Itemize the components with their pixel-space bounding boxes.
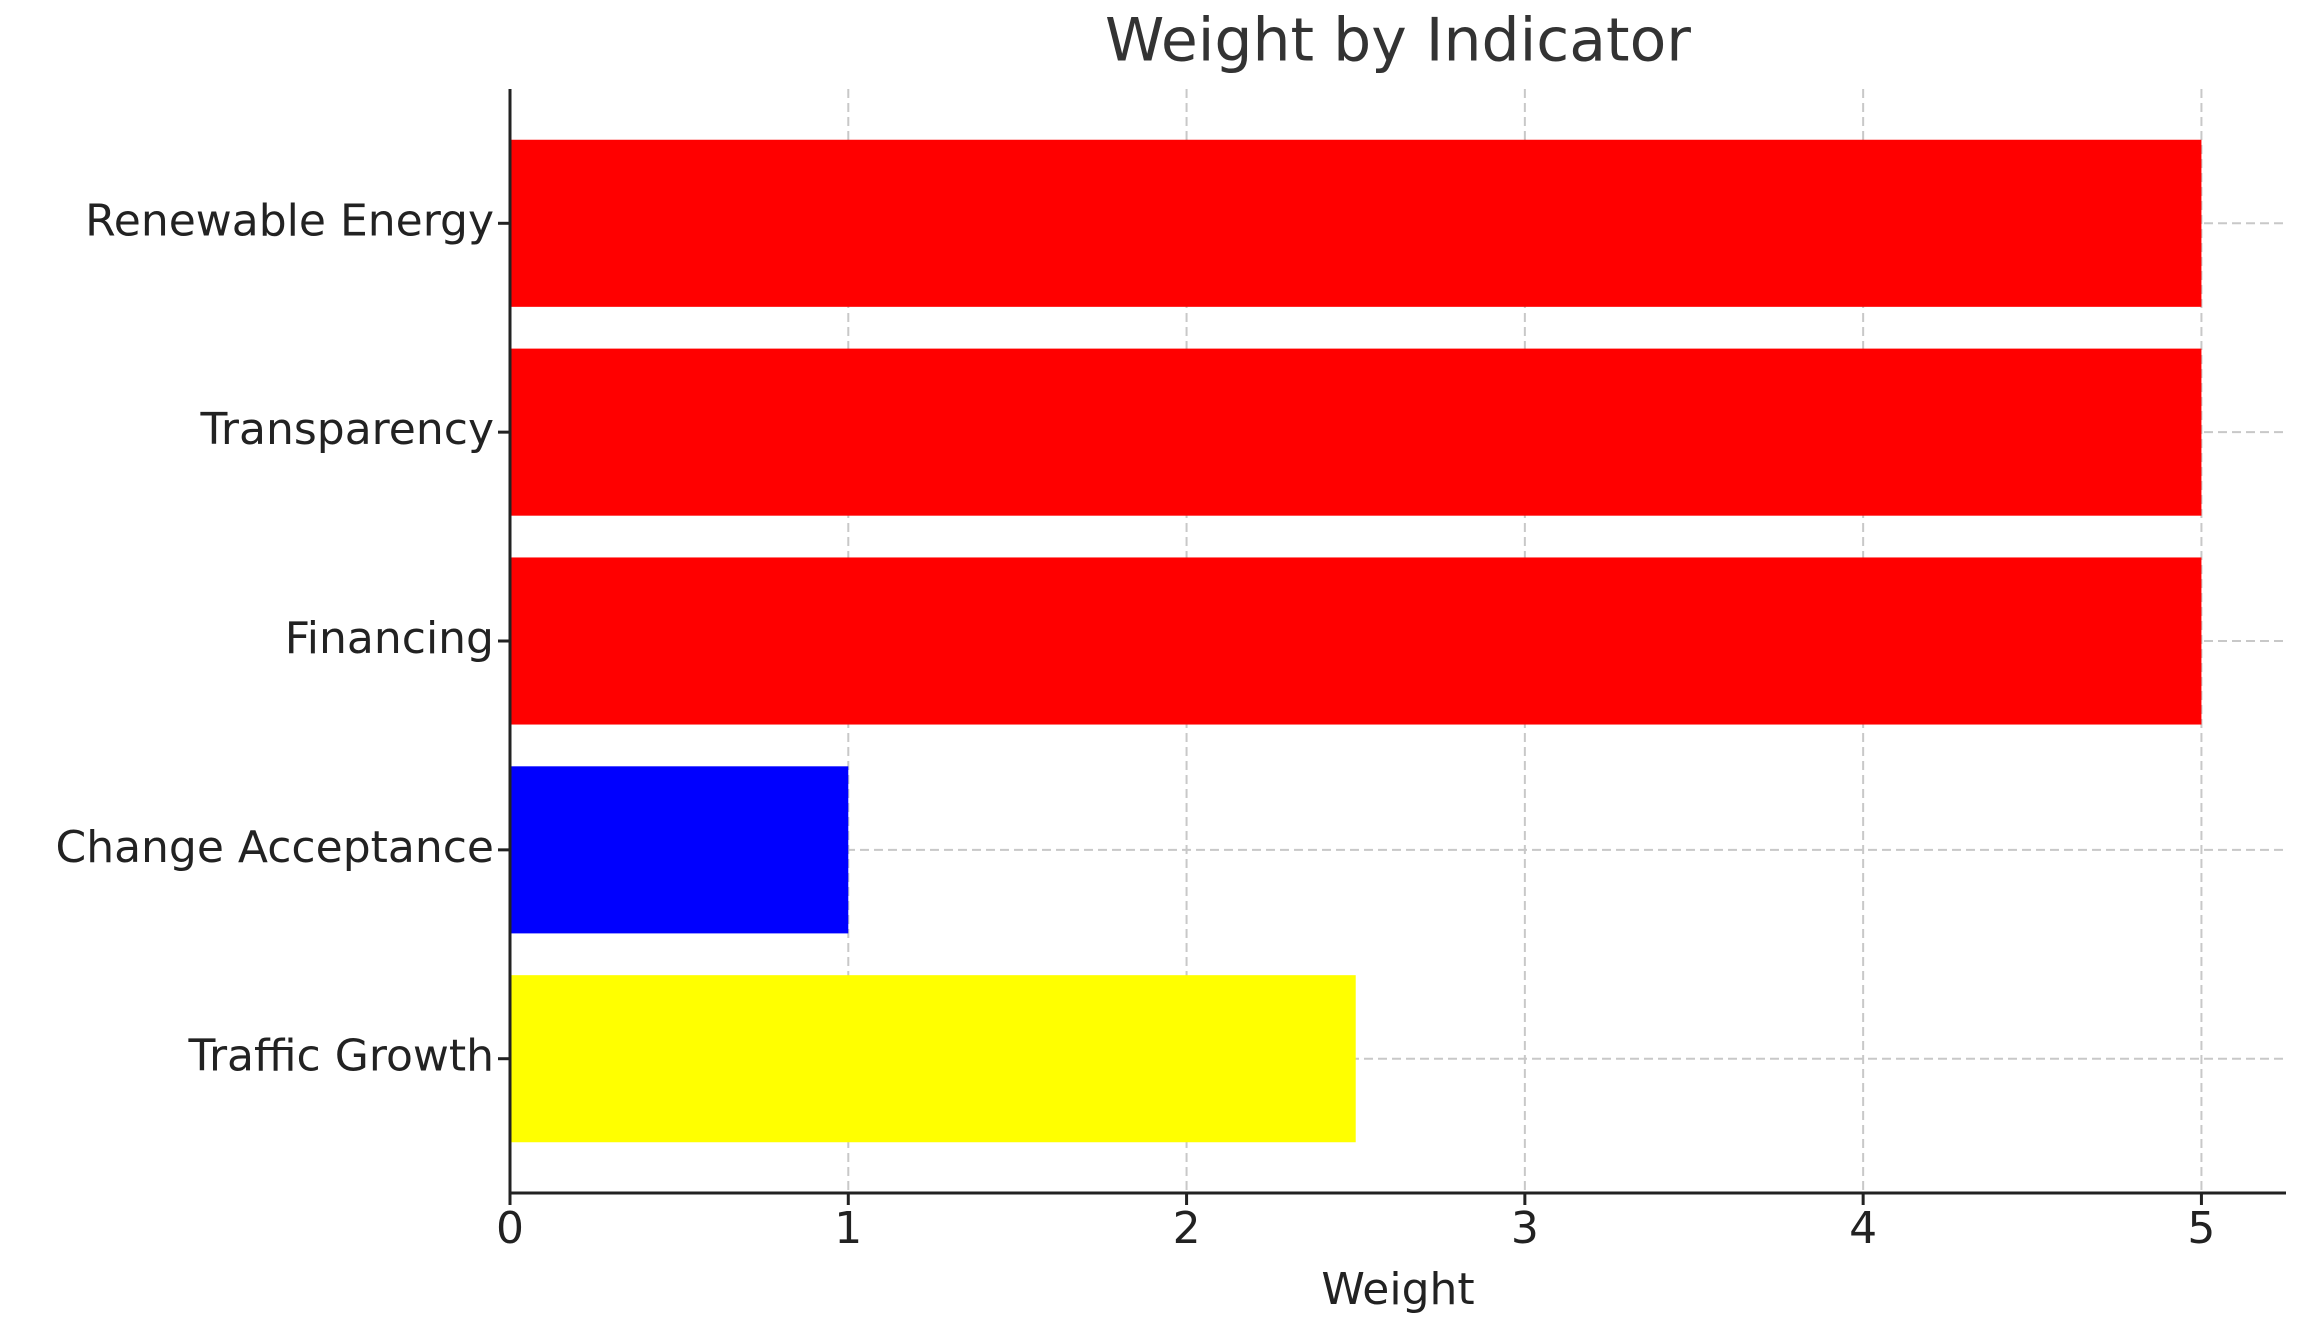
y-tick-label: Traffic Growth xyxy=(188,1031,494,1082)
x-tick-label: 3 xyxy=(1511,1203,1539,1254)
x-axis-label: Weight xyxy=(1321,1264,1474,1315)
y-tick-label: Transparency xyxy=(200,404,494,455)
y-tick-label: Renewable Energy xyxy=(85,195,494,246)
x-tick-label: 5 xyxy=(2187,1203,2215,1254)
bar xyxy=(510,766,849,934)
bar xyxy=(510,975,1356,1143)
y-tick-label: Change Acceptance xyxy=(55,822,494,873)
chart-title: Weight by Indicator xyxy=(1105,6,1691,76)
x-tick-label: 1 xyxy=(834,1203,862,1254)
bar xyxy=(510,557,2202,725)
x-tick-label: 4 xyxy=(1849,1203,1877,1254)
bar xyxy=(510,139,2202,307)
bar xyxy=(510,348,2202,516)
y-tick-label: Financing xyxy=(285,613,494,664)
x-tick-label: 0 xyxy=(496,1203,524,1254)
x-tick-label: 2 xyxy=(1173,1203,1201,1254)
